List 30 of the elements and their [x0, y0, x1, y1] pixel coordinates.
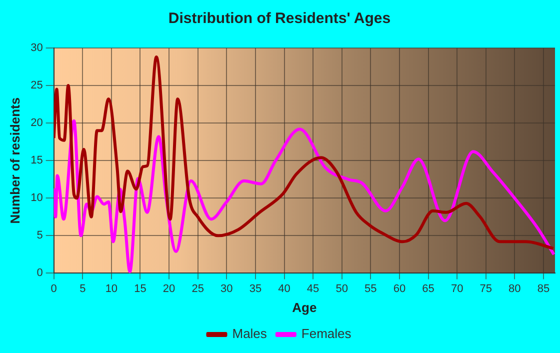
x-tick-label: 20 — [162, 282, 176, 295]
x-tick-label: 65 — [422, 282, 434, 295]
y-tick-label: 20 — [30, 117, 43, 130]
y-tick-label: 0 — [36, 267, 43, 280]
legend-label: Males — [232, 326, 268, 342]
x-tick-label: 55 — [364, 282, 377, 295]
y-axis-title: Number of residents — [7, 97, 22, 224]
x-tick-label: 15 — [134, 282, 146, 295]
x-tick-label: 35 — [249, 282, 262, 295]
x-axis-title: Age — [292, 300, 317, 315]
x-tick-label: 0 — [50, 282, 57, 295]
y-tick-label: 25 — [30, 80, 43, 92]
x-tick-label: 45 — [306, 282, 320, 295]
y-tick-label: 30 — [30, 42, 43, 54]
chart-title: Distribution of Residents' Ages — [168, 10, 391, 28]
x-tick-label: 80 — [508, 282, 521, 295]
x-tick-label: 85 — [537, 282, 550, 295]
x-tick-label: 70 — [450, 282, 464, 295]
y-tick-label: 15 — [30, 154, 43, 167]
x-tick-label: 5 — [80, 282, 86, 295]
x-tick-label: 40 — [278, 282, 290, 295]
x-tick-label: 60 — [393, 282, 406, 295]
x-tick-label: 10 — [105, 282, 118, 295]
y-tick-label: 10 — [30, 192, 43, 204]
y-tick-label: 5 — [36, 230, 43, 242]
x-tick-label: 30 — [220, 282, 233, 295]
x-tick-label: 75 — [480, 282, 492, 295]
legend-label: Females — [301, 326, 352, 342]
x-tick-label: 25 — [192, 282, 204, 295]
x-tick-label: 50 — [336, 282, 348, 295]
